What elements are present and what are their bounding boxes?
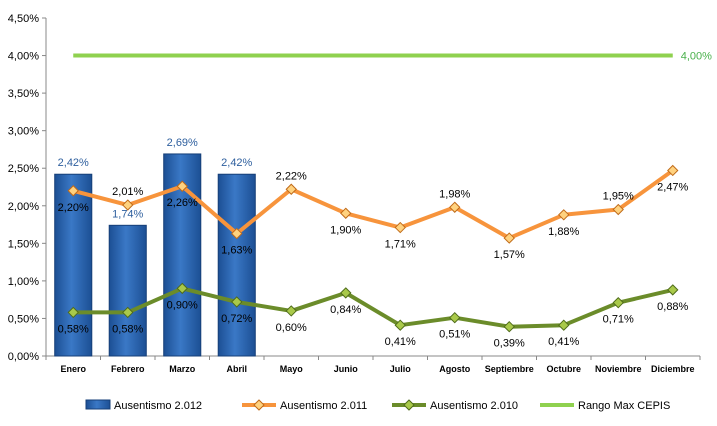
x-tick-label: Julio <box>390 364 412 374</box>
y-tick-label: 2,00% <box>8 201 39 213</box>
data-label: 2,20% <box>58 202 89 214</box>
ausentismo-2011-point <box>558 209 570 221</box>
x-tick-label: Junio <box>334 364 359 374</box>
legend-label: Ausentismo 2.011 <box>280 400 367 412</box>
data-labels: 2,42% 1,74% 2,69% 2,42% 2,20% 2,01% 2,26% 1,63%… <box>58 51 713 350</box>
ausentismo-2010-point <box>503 320 515 333</box>
ausentismo-2011-point <box>340 207 352 219</box>
data-label: 0,72% <box>221 313 252 325</box>
ausentismo-2011-point <box>667 164 679 177</box>
data-label: 2,01% <box>112 186 143 198</box>
data-label: 0,90% <box>167 299 198 311</box>
ausentismo-2011-point <box>449 201 461 213</box>
y-tick-label: 1,50% <box>8 238 39 250</box>
bar-ausentismo-2012 <box>217 173 256 357</box>
bars-ausentismo-2012 <box>54 153 256 357</box>
ausentismo-2010-point <box>122 306 134 319</box>
data-label: 0,58% <box>112 323 143 335</box>
data-label: 2,26% <box>167 197 198 209</box>
data-label: 2,69% <box>167 137 198 149</box>
x-tick-label: Mayo <box>280 364 304 374</box>
legend-label: Rango Max CEPIS <box>578 400 670 412</box>
y-tick-label: 4,00% <box>8 51 39 63</box>
ausentismo-2010-point <box>558 319 570 331</box>
ausentismo-2010-point <box>340 287 352 299</box>
ausentismo-2011-point <box>122 199 134 211</box>
y-tick-label: 3,00% <box>8 126 39 138</box>
ausentismo-2010-point <box>394 319 406 331</box>
legend-marker <box>253 399 265 411</box>
data-label: 2,42% <box>221 157 252 169</box>
data-label: 1,98% <box>439 188 470 200</box>
x-tick-label: Noviembre <box>595 364 642 374</box>
data-label: 0,71% <box>603 314 634 326</box>
data-label: 1,95% <box>603 191 634 203</box>
data-label: 0,60% <box>276 322 307 334</box>
y-tick-label: 2,50% <box>8 163 39 175</box>
data-label: 1,74% <box>112 208 143 220</box>
data-label: 0,51% <box>439 329 470 341</box>
y-tick-label: 4,50% <box>8 13 39 25</box>
data-label: 0,88% <box>657 301 688 313</box>
data-label: 0,58% <box>58 323 89 335</box>
ausentismo-2010-point <box>231 296 243 308</box>
x-tick-label: Abril <box>226 364 247 374</box>
x-axis: Enero Febrero Marzo Abril Mayo Junio Julio Agos… <box>45 355 701 374</box>
ausentismo-2010-point <box>176 282 188 295</box>
data-label: 1,63% <box>221 245 252 257</box>
ausentismo-2010-point <box>285 305 297 317</box>
y-tick-label: 3,50% <box>8 88 39 100</box>
data-label: 1,71% <box>385 239 416 251</box>
data-label: 1,57% <box>494 249 525 261</box>
ausentismo-2010-point <box>449 311 461 324</box>
ausentismo-2010-point <box>667 284 679 296</box>
data-label: 1,90% <box>330 224 361 236</box>
data-label: 1,88% <box>548 226 579 238</box>
y-tick-label: 0,00% <box>8 351 39 363</box>
bar-ausentismo-2012 <box>108 224 147 357</box>
ausentismo-2011-point <box>176 180 188 192</box>
ausentismo-2011-point <box>503 232 515 244</box>
line-series <box>67 53 679 333</box>
x-tick-label: Marzo <box>169 364 196 374</box>
ausentismo-2010-line <box>73 286 674 329</box>
y-tick-label: 1,00% <box>8 276 39 288</box>
ausentismo-2010-point <box>612 296 624 309</box>
data-label: 2,22% <box>276 170 307 182</box>
x-tick-label: Septiembre <box>485 364 534 374</box>
legend-label: Ausentismo 2.010 <box>430 400 518 412</box>
ausentismo-2011-point <box>231 227 243 240</box>
data-label: 4,00% <box>681 51 712 63</box>
data-label: 0,41% <box>548 336 579 348</box>
data-label: 2,47% <box>657 181 688 193</box>
ausentismo-2011-point <box>285 183 297 195</box>
ausentismo-2011-line <box>72 168 674 241</box>
ausentismo-2011-point <box>67 185 79 197</box>
y-tick-label: 0,50% <box>8 313 39 325</box>
x-tick-label: Octubre <box>546 364 581 374</box>
x-tick-label: Diciembre <box>651 364 695 374</box>
x-tick-label: Febrero <box>111 364 145 374</box>
x-tick-label: Enero <box>60 364 86 374</box>
data-label: 0,41% <box>385 336 416 348</box>
legend-marker <box>403 399 415 411</box>
y-axis: 0,00% 0,50% 1,00% 1,50% 2,00% 2,50% 3,00% 3,50%… <box>8 13 47 363</box>
legend: Ausentismo 2.012 Ausentismo 2.011 Ausentis… <box>85 399 670 412</box>
x-tick-label: Agosto <box>439 364 470 374</box>
bar-ausentismo-2012 <box>54 173 93 357</box>
ausentismo-2011-point <box>394 221 406 234</box>
ausentismo-2011-point <box>612 203 624 216</box>
data-label: 2,42% <box>58 157 89 169</box>
data-label: 0,39% <box>494 338 525 350</box>
ausentismo-2010-point <box>67 306 79 319</box>
data-label: 0,84% <box>330 304 361 316</box>
legend-swatch <box>85 399 111 410</box>
legend-label: Ausentismo 2.012 <box>114 400 202 412</box>
